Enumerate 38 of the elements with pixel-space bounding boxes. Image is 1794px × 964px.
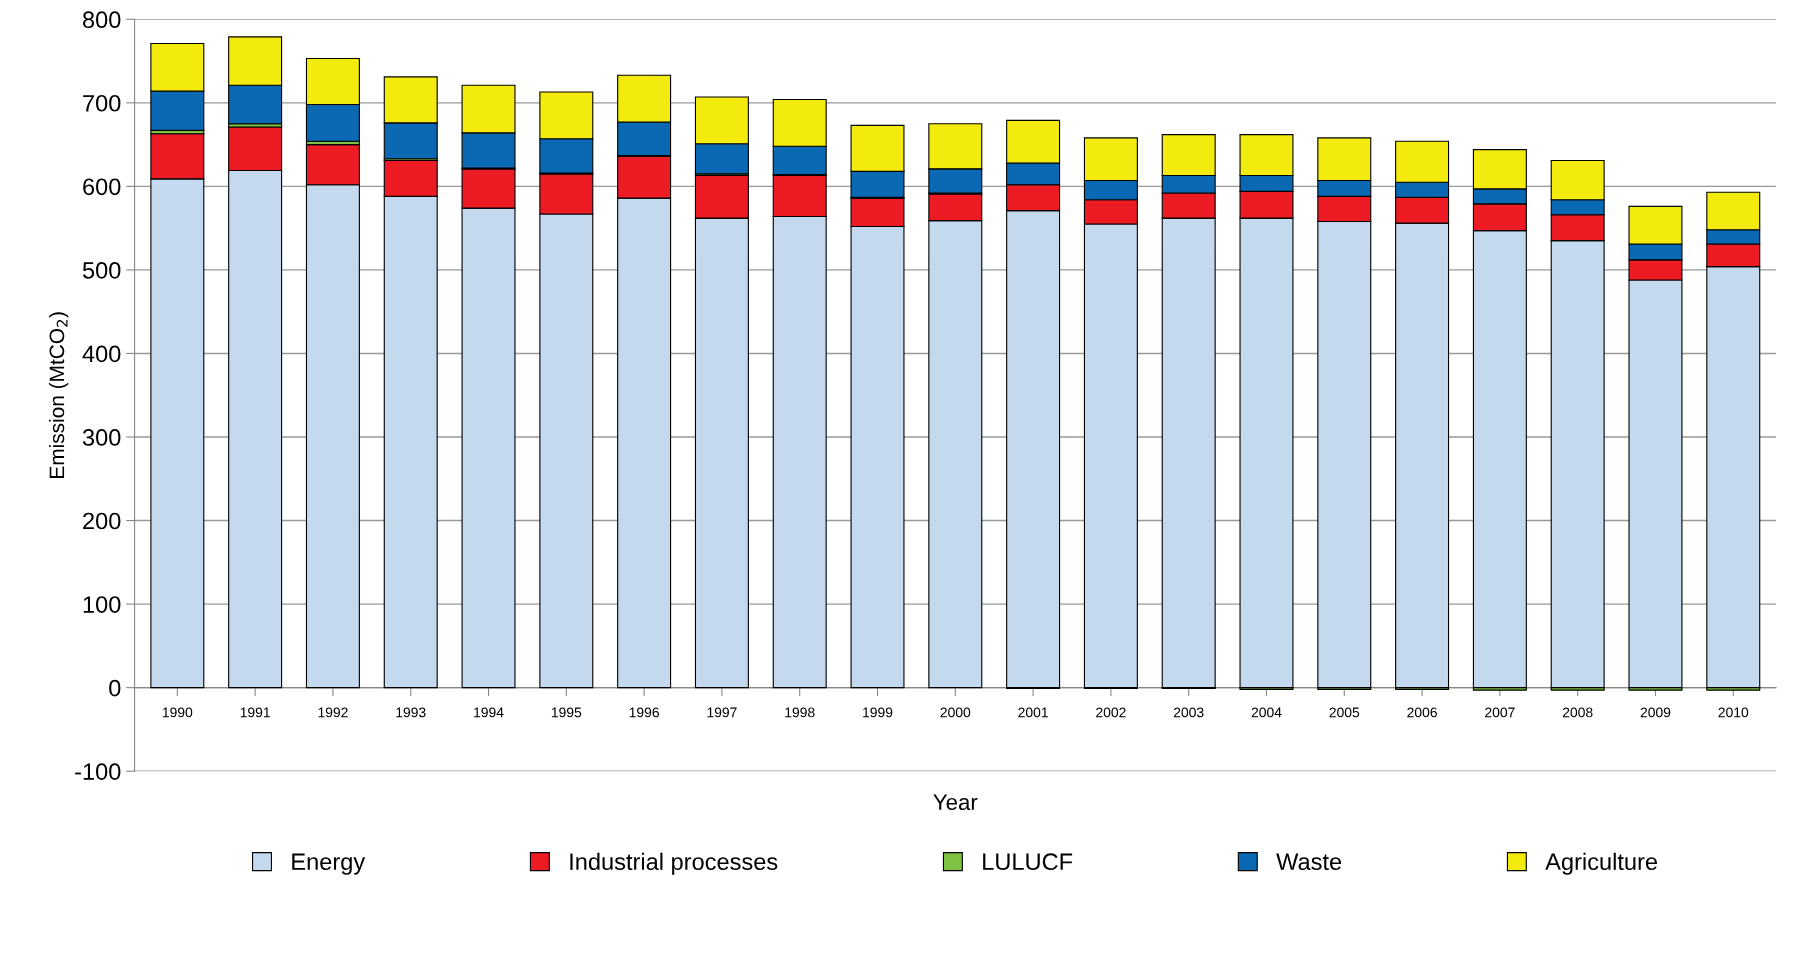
y-tick-label: 700	[83, 94, 121, 112]
x-tick-label: 2000	[940, 707, 971, 718]
y-tick-label: 500	[82, 261, 121, 279]
x-tick-label: 1998	[785, 707, 815, 718]
legend-label: Waste	[1276, 853, 1342, 871]
x-tick-label: 1997	[707, 707, 737, 718]
x-tick-label: 1995	[551, 707, 582, 718]
y-tick-label: 0	[109, 679, 121, 697]
x-tick-label: 2004	[1251, 707, 1282, 718]
x-tick-label: 2008	[1562, 707, 1593, 718]
y-tick-label: 200	[83, 512, 121, 530]
x-tick-label: 1994	[474, 707, 504, 718]
x-tick-label: 2009	[1640, 707, 1671, 718]
legend-label: LULUCF	[983, 853, 1073, 871]
x-tick-label: 1999	[863, 707, 893, 718]
x-tick-label: 2010	[1718, 707, 1749, 718]
x-tick-label: 1996	[629, 707, 659, 718]
x-tick-label: 1992	[318, 707, 348, 718]
x-tick-label: 2003	[1173, 707, 1204, 718]
x-tick-label: 2005	[1329, 707, 1360, 718]
y-tick-label: 100	[83, 596, 121, 613]
x-tick-label: 2006	[1407, 707, 1437, 718]
y-tick-label: 300	[82, 429, 121, 446]
x-tick-label: 1993	[396, 707, 426, 718]
x-axis-title: Year	[933, 794, 978, 811]
legend-label: Industrial processes	[570, 852, 778, 875]
x-tick-label: 1990	[162, 707, 193, 718]
x-tick-label: 2007	[1485, 707, 1515, 718]
y-tick-label: 400	[82, 345, 121, 363]
y-tick-label: 600	[83, 178, 121, 196]
x-tick-label: 2001	[1018, 707, 1048, 718]
x-tick-label: 2002	[1096, 707, 1126, 718]
legend-label: Energy	[292, 853, 366, 875]
y-axis-title: Emission (MtCO$_{2}$)	[48, 312, 69, 478]
y-tick-label: 800	[82, 11, 121, 29]
x-tick-label: 1991	[240, 707, 270, 718]
legend-label: Agriculture	[1545, 852, 1657, 875]
y-tick-label: -100	[75, 763, 121, 780]
